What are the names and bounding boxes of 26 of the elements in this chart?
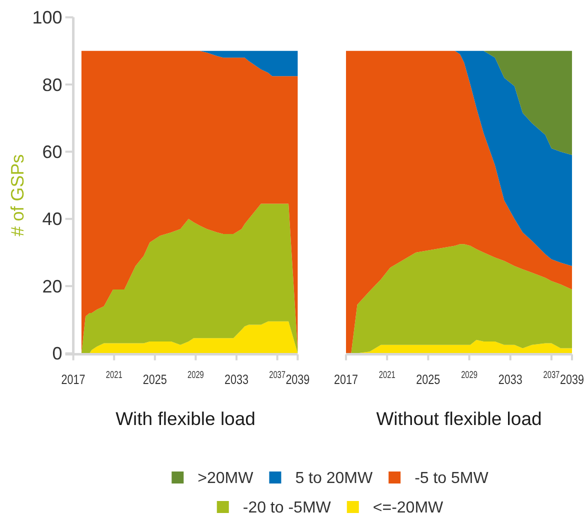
text: With flexible load (116, 408, 256, 429)
y-tick-label: 20 (42, 276, 62, 296)
legend-label: >20MW (198, 470, 254, 487)
legend-label: 5 to 20MW (295, 470, 374, 487)
legend-label: <=-20MW (372, 500, 444, 516)
y-tick-label: 0 (52, 344, 62, 364)
x-tick-label: 2033 (498, 372, 528, 387)
y-tick-label: 40 (42, 209, 62, 230)
x-tick-label: 2021 (378, 370, 402, 381)
y-tick-label: 100 (32, 8, 62, 28)
x-tick-label: 2017 (334, 372, 364, 387)
x-tick-label: 2021 (106, 370, 128, 381)
y-tick-label: 60 (42, 142, 62, 162)
x-tick-label: 2025 (416, 372, 446, 387)
legend-label: -20 to -5MW (242, 500, 332, 516)
x-tick-label: 2033 (224, 372, 255, 387)
x-tick-label: 2017 (61, 372, 92, 387)
x-tick-label: 2029 (188, 370, 210, 381)
x-tick-label: 2025 (142, 372, 173, 387)
x-tick-label: 2039 (286, 372, 316, 387)
y-tick-label: 80 (42, 74, 62, 95)
x-tick-label: 2039 (560, 372, 588, 387)
legend-label: -5 to 5MW (414, 470, 490, 487)
text: Without flexible load (376, 408, 542, 429)
x-tick-label: 2029 (461, 370, 484, 381)
y-axis-title: # of GSPs (8, 154, 28, 236)
